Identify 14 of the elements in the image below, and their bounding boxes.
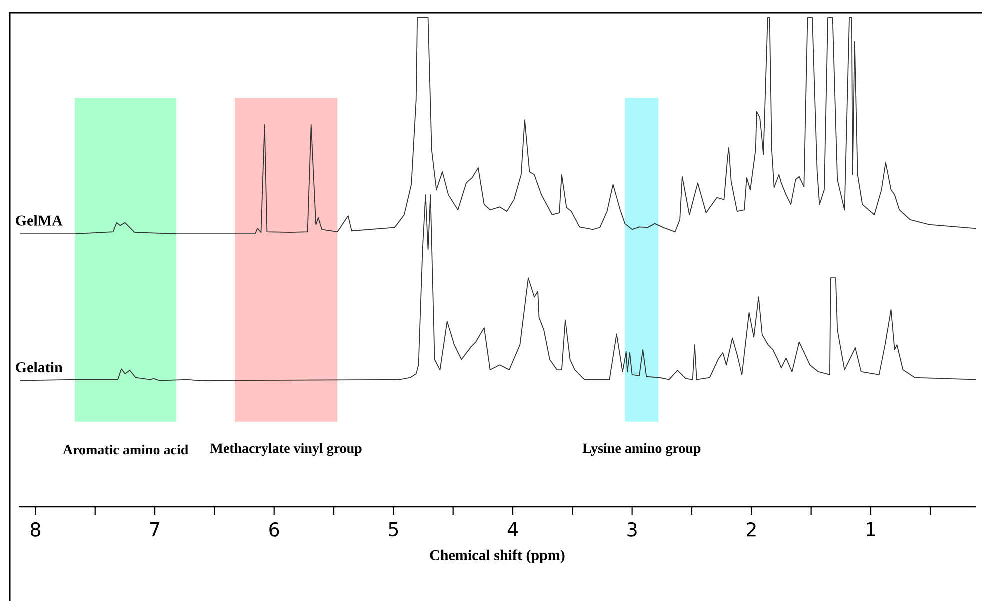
x-tick-label: 3 [628, 522, 637, 537]
band-label: Lysine amino group [582, 443, 701, 456]
band-label: Methacrylate vinyl group [210, 443, 362, 456]
x-axis-title: Chemical shift (ppm) [430, 550, 565, 564]
x-tick-label: 2 [747, 522, 756, 537]
x-tick-label: 1 [867, 522, 876, 536]
x-tick-label: 6 [270, 522, 280, 537]
x-tick-label: 4 [508, 522, 518, 536]
x-tick-label: 5 [389, 522, 398, 537]
series-label: GelMA [16, 215, 63, 226]
x-tick-label: 7 [150, 522, 160, 536]
x-tick-label: 8 [30, 522, 40, 537]
band-label: Aromatic amino acid [63, 444, 189, 455]
series-label: Gelatin [16, 362, 63, 373]
